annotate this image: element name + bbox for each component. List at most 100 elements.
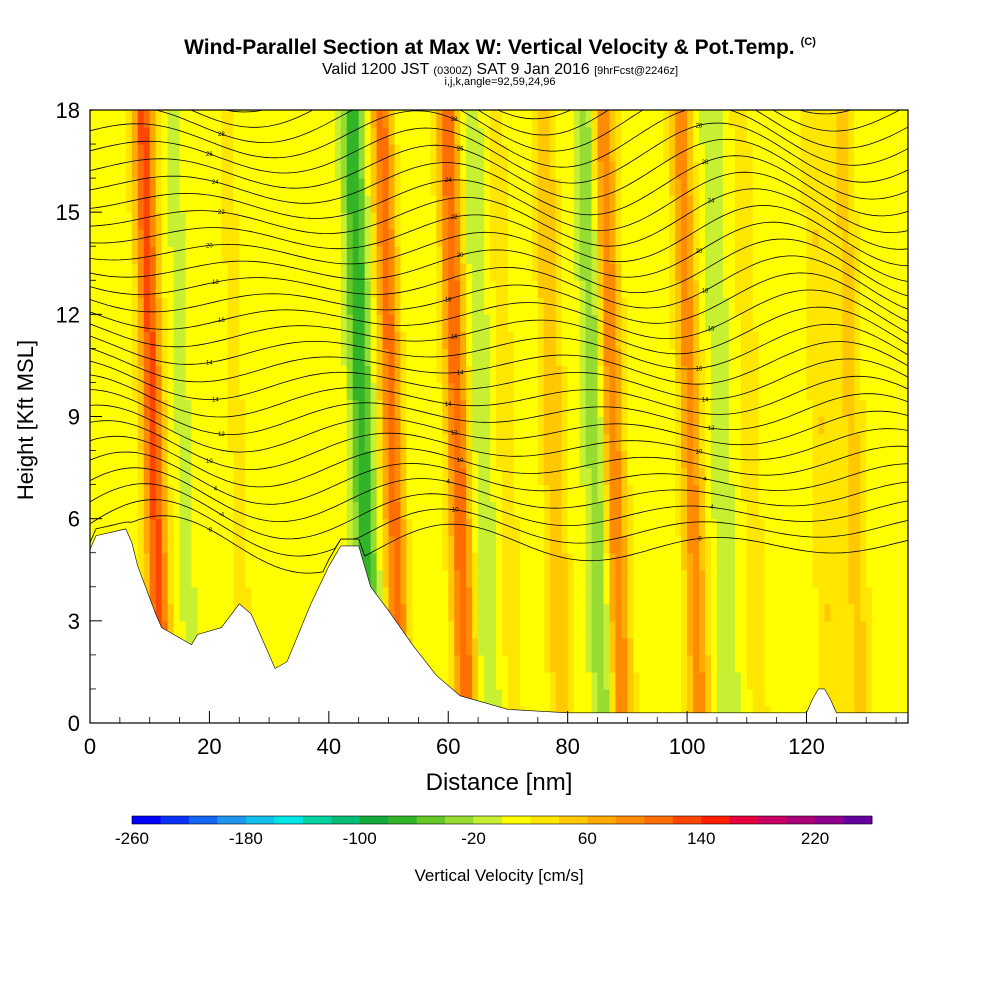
velocity-cell [770,620,778,639]
velocity-cell [478,433,485,452]
velocity-cell [191,569,199,588]
velocity-cell [842,246,849,264]
velocity-cell [496,331,503,349]
velocity-cell [125,229,133,247]
velocity-cell [890,280,897,298]
velocity-cell [663,178,670,196]
velocity-cell [501,399,509,418]
velocity-cell [591,620,599,639]
velocity-cell [878,654,885,673]
velocity-cell [884,331,891,349]
velocity-cell [878,246,885,264]
velocity-cell [597,433,605,452]
velocity-cell [400,195,408,213]
velocity-cell [334,382,342,401]
velocity-cell [836,603,843,622]
velocity-cell [221,586,228,605]
velocity-cell [310,280,318,298]
velocity-cell [287,263,294,281]
velocity-cell [752,433,760,452]
velocity-cell [209,178,216,196]
velocity-cell [370,331,378,349]
velocity-cell [579,263,587,281]
velocity-cell [406,399,414,418]
velocity-cell [639,331,646,349]
velocity-cell [322,144,330,162]
velocity-cell [669,110,676,128]
velocity-cell [716,484,724,503]
velocity-cell [830,178,837,196]
velocity-cell [215,229,222,247]
velocity-cell [161,518,169,537]
velocity-cell [704,450,712,469]
velocity-cell [549,416,557,435]
velocity-cell [436,297,443,315]
velocity-cell [651,331,658,349]
velocity-cell [645,263,652,281]
velocity-cell [854,314,861,332]
velocity-cell [896,433,903,452]
velocity-cell [603,144,611,162]
velocity-cell [710,297,718,315]
velocity-cell [358,263,366,281]
velocity-cell [800,280,808,298]
velocity-cell [537,365,545,384]
velocity-cell [155,178,163,196]
velocity-cell [561,229,569,247]
velocity-cell [609,433,617,452]
isentrope-line [90,171,908,234]
velocity-cell [639,603,646,622]
velocity-cell [687,144,694,162]
velocity-cell [507,467,515,486]
velocity-cell [854,518,861,537]
velocity-cell [854,297,861,315]
velocity-cell [788,297,796,315]
velocity-cell [890,314,897,332]
velocity-cell [484,518,491,537]
isentrope-label: 22 [451,215,458,221]
velocity-cell [221,263,228,281]
velocity-cell [513,348,521,367]
velocity-cell [758,603,766,622]
velocity-cell [788,348,796,367]
velocity-cell [275,110,282,128]
velocity-cell [442,450,449,469]
velocity-cell [185,484,193,503]
velocity-cell [316,467,324,486]
velocity-cell [806,467,814,486]
velocity-cell [519,654,527,673]
velocity-cell [675,688,682,707]
velocity-cell [884,263,891,281]
velocity-cell [287,416,294,435]
velocity-cell [227,110,234,128]
velocity-cell [209,484,216,503]
velocity-cell [501,688,509,707]
velocity-cell [525,365,533,384]
velocity-cell [645,552,652,571]
velocity-cell [448,246,455,264]
velocity-cell [585,467,593,486]
velocity-cell [334,161,342,179]
velocity-cell [382,297,390,315]
velocity-cell [370,144,378,162]
velocity-cell [812,263,820,281]
velocity-cell [269,518,276,537]
velocity-cell [597,212,605,230]
velocity-cell [501,450,509,469]
isentrope-label: 12 [451,431,458,437]
velocity-cell [890,178,897,196]
velocity-cell [770,416,778,435]
velocity-cell [119,467,127,486]
velocity-cell [125,365,133,384]
velocity-cell [179,263,187,281]
velocity-cell [746,280,754,298]
velocity-cell [830,569,837,588]
velocity-cell [669,195,676,213]
velocity-cell [633,535,640,554]
velocity-cell [275,569,282,588]
velocity-cell [704,501,712,520]
velocity-cell [525,348,533,367]
velocity-cell [531,331,539,349]
velocity-cell [316,484,324,503]
velocity-cell [746,229,754,247]
